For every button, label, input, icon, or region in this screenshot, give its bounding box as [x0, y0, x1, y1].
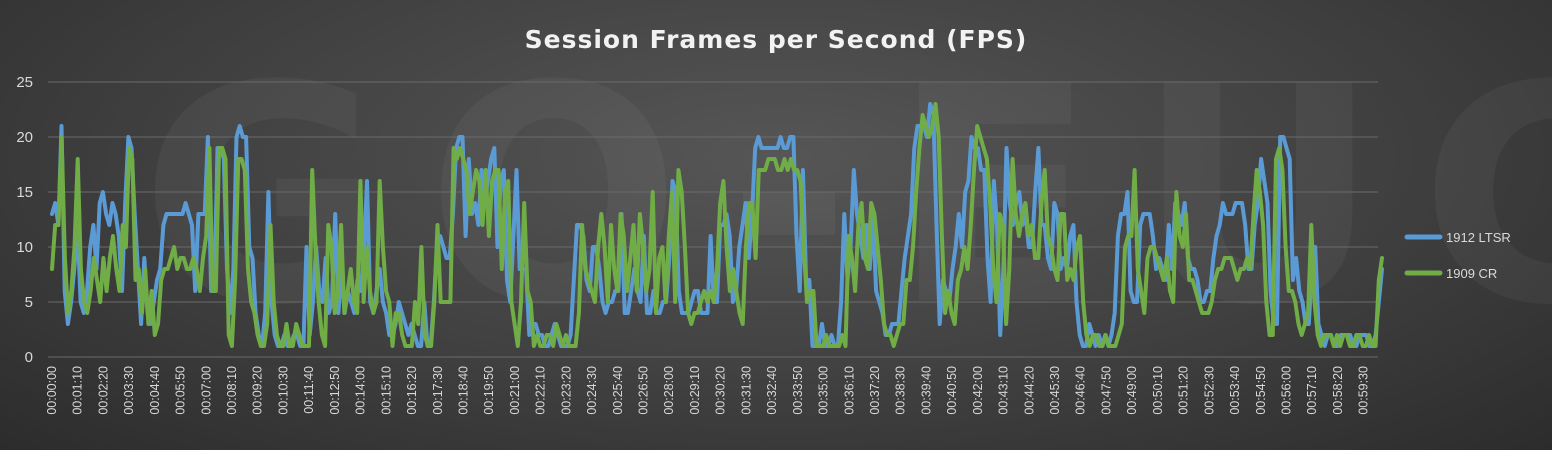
x-tick-label: 00:15:10	[379, 366, 393, 415]
x-tick-label: 00:51:20	[1177, 366, 1191, 415]
x-tick-label: 00:29:10	[688, 366, 702, 415]
x-tick-label: 00:36:10	[842, 366, 856, 415]
y-tick-label: 10	[16, 239, 33, 256]
x-tick-label: 00:01:10	[71, 366, 85, 415]
x-tick-label: 00:00:00	[45, 366, 59, 415]
legend-item: 1909 CR	[1404, 266, 1497, 281]
x-tick-label: 00:40:50	[945, 366, 959, 415]
x-tick-label: 00:10:30	[276, 366, 290, 415]
x-tick-label: 00:33:50	[791, 366, 805, 415]
x-tick-label: 00:43:10	[997, 366, 1011, 415]
y-tick-label: 5	[25, 294, 33, 311]
x-tick-label: 00:50:10	[1151, 366, 1165, 415]
x-tick-label: 00:17:30	[431, 366, 445, 415]
series-line-1912-ltsr	[50, 102, 1384, 348]
series-line-1909-cr	[50, 102, 1384, 348]
x-tick-label: 00:02:20	[96, 366, 110, 415]
x-tick-label: 00:38:30	[894, 366, 908, 415]
x-tick-label: 00:16:20	[405, 366, 419, 415]
x-tick-label: 00:21:00	[508, 366, 522, 415]
x-tick-label: 00:03:30	[122, 366, 136, 415]
x-tick-label: 00:46:40	[1074, 366, 1088, 415]
x-tick-label: 00:52:30	[1202, 366, 1216, 415]
legend: 1912 LTSR 1909 CR	[1404, 230, 1511, 281]
x-tick-label: 00:45:30	[1048, 366, 1062, 415]
x-tick-label: 00:28:00	[662, 366, 676, 415]
x-tick-label: 00:07:00	[199, 366, 213, 415]
x-tick-label: 00:22:10	[534, 366, 548, 415]
x-tick-label: 00:31:30	[739, 366, 753, 415]
x-tick-label: 00:42:00	[971, 366, 985, 415]
x-tick-label: 00:35:00	[817, 366, 831, 415]
x-tick-label: 00:39:40	[919, 366, 933, 415]
x-tick-label: 00:19:50	[482, 366, 496, 415]
x-tick-label: 00:54:50	[1254, 366, 1268, 415]
x-tick-label: 00:56:00	[1279, 366, 1293, 415]
x-tick-label: 00:04:40	[148, 366, 162, 415]
x-tick-label: 00:11:40	[302, 366, 316, 414]
chart-title: Session Frames per Second (FPS)	[525, 25, 1028, 54]
y-tick-label: 25	[16, 74, 33, 91]
x-tick-label: 00:24:30	[585, 366, 599, 415]
x-tick-label: 00:49:00	[1125, 366, 1139, 415]
x-tick-label: 00:14:00	[354, 366, 368, 415]
x-tick-label: 00:32:40	[765, 366, 779, 415]
x-tick-label: 00:23:20	[559, 366, 573, 415]
x-tick-label: 00:05:50	[174, 366, 188, 415]
series-lines	[50, 102, 1384, 348]
x-tick-label: 00:12:50	[328, 366, 342, 415]
y-axis-ticks: 0 5 10 15 20 25	[16, 74, 33, 366]
x-tick-label: 00:26:50	[637, 366, 651, 415]
x-tick-label: 00:59:30	[1357, 366, 1371, 415]
x-tick-label: 00:44:20	[1022, 366, 1036, 415]
x-tick-label: 00:18:40	[456, 366, 470, 415]
legend-item: 1912 LTSR	[1404, 230, 1511, 245]
y-tick-label: 0	[25, 349, 33, 366]
y-tick-label: 20	[16, 129, 33, 146]
legend-label: 1909 CR	[1446, 266, 1497, 281]
x-tick-label: 00:08:10	[225, 366, 239, 415]
legend-label: 1912 LTSR	[1446, 230, 1511, 245]
x-tick-label: 00:30:20	[714, 366, 728, 415]
x-tick-label: 00:57:10	[1305, 366, 1319, 415]
x-tick-label: 00:47:50	[1099, 366, 1113, 415]
x-tick-label: 00:25:40	[611, 366, 625, 415]
x-tick-label: 00:53:40	[1228, 366, 1242, 415]
x-tick-label: 00:37:20	[868, 366, 882, 415]
x-axis-ticks: 00:00:00 00:01:10 00:02:20 00:03:30 00:04:40…	[45, 366, 1371, 415]
x-tick-label: 00:58:20	[1331, 366, 1345, 415]
x-tick-label: 00:09:20	[251, 366, 265, 415]
y-tick-label: 15	[16, 184, 33, 201]
